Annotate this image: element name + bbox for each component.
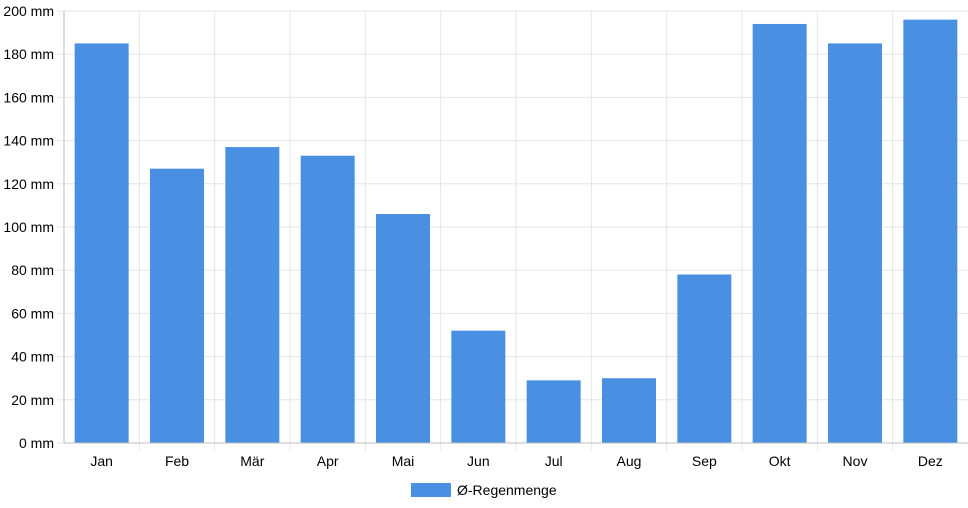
x-tick-label: Jun (467, 453, 490, 469)
bar-nov[interactable] (828, 43, 882, 444)
grid-lines (64, 10, 968, 451)
y-tick-label: 180 mm (3, 46, 54, 62)
x-axis-ticks: Jan Feb Mär Apr Mai Jun Jul Aug Sep Okt Nov Dez (90, 453, 942, 469)
bar-jun[interactable] (451, 330, 506, 443)
bar-mär[interactable] (225, 147, 280, 443)
bar-jan[interactable] (74, 43, 129, 444)
bar-aug[interactable] (602, 378, 656, 443)
x-tick-label: Aug (617, 453, 642, 469)
legend-label[interactable]: Ø-Regenmenge (457, 482, 557, 498)
x-tick-label: Mär (240, 453, 264, 469)
bar-sep[interactable] (677, 274, 732, 443)
x-tick-label: Dez (918, 453, 943, 469)
y-tick-label: 160 mm (3, 89, 54, 105)
bars (74, 19, 958, 444)
axes (63, 11, 968, 444)
y-tick-label: 20 mm (11, 392, 54, 408)
bar-jul[interactable] (526, 380, 581, 443)
y-tick-label: 100 mm (3, 219, 54, 235)
x-tick-label: Feb (165, 453, 189, 469)
y-tick-label: 140 mm (3, 133, 54, 149)
bar-okt[interactable] (752, 23, 807, 444)
y-tick-label: 0 mm (19, 435, 54, 451)
legend-swatch[interactable] (411, 483, 451, 497)
bar-dez[interactable] (903, 19, 958, 443)
bar-apr[interactable] (300, 155, 355, 443)
y-tick-label: 200 mm (3, 3, 54, 19)
y-tick-label: 60 mm (11, 305, 54, 321)
x-tick-label: Nov (843, 453, 868, 469)
y-tick-label: 40 mm (11, 349, 54, 365)
bar-mai[interactable] (376, 214, 430, 443)
y-axis-ticks: 0 mm 20 mm 40 mm 60 mm 80 mm 100 mm 120 mm 140 … (3, 3, 64, 451)
bar-feb[interactable] (150, 168, 204, 443)
x-tick-label: Jul (545, 453, 563, 469)
x-tick-label: Okt (769, 453, 791, 469)
x-tick-label: Sep (692, 453, 717, 469)
legend[interactable]: Ø-Regenmenge (411, 482, 557, 498)
y-tick-label: 120 mm (3, 176, 54, 192)
x-tick-label: Jan (90, 453, 113, 469)
x-tick-label: Apr (317, 453, 339, 469)
y-tick-label: 80 mm (11, 262, 54, 278)
x-tick-label: Mai (392, 453, 415, 469)
